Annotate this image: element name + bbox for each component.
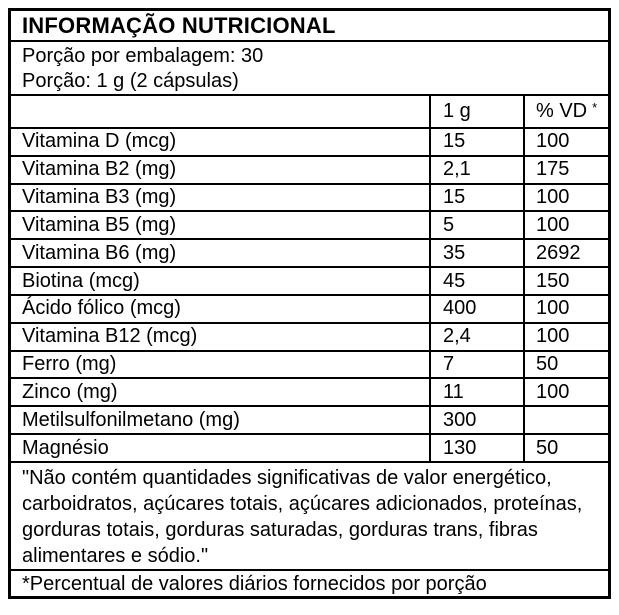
nutrition-facts-label: INFORMAÇÃO NUTRICIONAL Porção por embala… [8, 8, 611, 599]
nutrient-dv: 100 [523, 184, 608, 211]
table-row: Vitamina B2 (mg) 2,1 175 [11, 156, 608, 185]
serving-size: Porção: 1 g (2 cápsulas) [22, 70, 239, 92]
nutrient-dv [523, 407, 608, 434]
footnote-asterisk: * [592, 100, 598, 115]
table-row: Vitamina B12 (mcg) 2,4 100 [11, 323, 608, 352]
no-significant-amounts-note: "Não contém quantidades significativas d… [11, 463, 608, 571]
table-row: Magnésio 130 50 [11, 435, 608, 463]
table-row: Zinco (mg) 11 100 [11, 379, 608, 408]
nutrient-name: Vitamina D (mcg) [22, 130, 177, 153]
table-row: Biotina (mcg) 45 150 [11, 268, 608, 296]
nutrient-name: Metilsulfonilmetano (mg) [22, 408, 240, 431]
nutrient-amount: 5 [429, 212, 523, 239]
nutrient-amount: 2,1 [429, 156, 523, 183]
table-row: Ferro (mg) 7 50 [11, 351, 608, 380]
table-row: Ácido fólico (mcg) 400 100 [11, 295, 608, 324]
nutrient-name: Biotina (mcg) [22, 269, 140, 292]
nutrient-amount: 15 [429, 129, 523, 155]
nutrient-dv: 100 [523, 129, 608, 155]
header-amount: 1 g [429, 96, 523, 127]
header-daily-value-text: % VD [536, 100, 588, 122]
nutrient-amount: 15 [429, 184, 523, 211]
nutrient-amount: 35 [429, 240, 523, 267]
nutrient-dv: 100 [523, 323, 608, 350]
nutrient-amount: 45 [429, 268, 523, 294]
nutrient-amount: 2,4 [429, 323, 523, 350]
nutrient-dv: 2692 [523, 240, 608, 267]
nutrient-dv: 50 [523, 351, 608, 378]
header-daily-value: % VD * [523, 96, 608, 127]
nutrient-amount: 11 [429, 379, 523, 406]
label-title: INFORMAÇÃO NUTRICIONAL [11, 11, 608, 42]
nutrient-amount: 300 [429, 407, 523, 434]
table-row: Vitamina B5 (mg) 5 100 [11, 212, 608, 241]
header-nutrient-spacer [11, 96, 429, 127]
nutrient-dv: 100 [523, 212, 608, 239]
nutrient-amount: 130 [429, 435, 523, 461]
nutrient-dv: 175 [523, 156, 608, 183]
nutrient-dv: 100 [523, 379, 608, 406]
nutrient-name: Zinco (mg) [22, 380, 118, 403]
nutrient-name: Vitamina B5 (mg) [22, 213, 177, 236]
nutrient-name: Magnésio [22, 436, 109, 459]
nutrient-name: Vitamina B6 (mg) [22, 241, 177, 264]
table-row: Vitamina D (mcg) 15 100 [11, 129, 608, 157]
serving-info: Porção por embalagem: 30 Porção: 1 g (2 … [11, 42, 608, 96]
nutrient-name: Ferro (mg) [22, 353, 117, 376]
nutrient-name: Vitamina B2 (mg) [22, 158, 177, 181]
daily-values-footnote: *Percentual de valores diários fornecido… [22, 573, 487, 595]
nutrient-amount: 7 [429, 351, 523, 378]
nutrient-name: Vitamina B3 (mg) [22, 186, 177, 209]
table-row: Metilsulfonilmetano (mg) 300 [11, 407, 608, 436]
nutrient-name: Vitamina B12 (mcg) [22, 325, 198, 348]
servings-per-package: Porção por embalagem: 30 [22, 45, 264, 67]
table-row: Vitamina B6 (mg) 35 2692 [11, 240, 608, 269]
table-row: Vitamina B3 (mg) 15 100 [11, 184, 608, 213]
nutrient-dv: 50 [523, 435, 608, 461]
nutrient-dv: 150 [523, 268, 608, 294]
nutrient-dv: 100 [523, 295, 608, 322]
column-header-row: 1 g % VD * [11, 96, 608, 129]
table-body: Vitamina D (mcg) 15 100 Vitamina B2 (mg)… [11, 129, 608, 463]
nutrient-amount: 400 [429, 295, 523, 322]
nutrient-name: Ácido fólico (mcg) [22, 297, 181, 320]
